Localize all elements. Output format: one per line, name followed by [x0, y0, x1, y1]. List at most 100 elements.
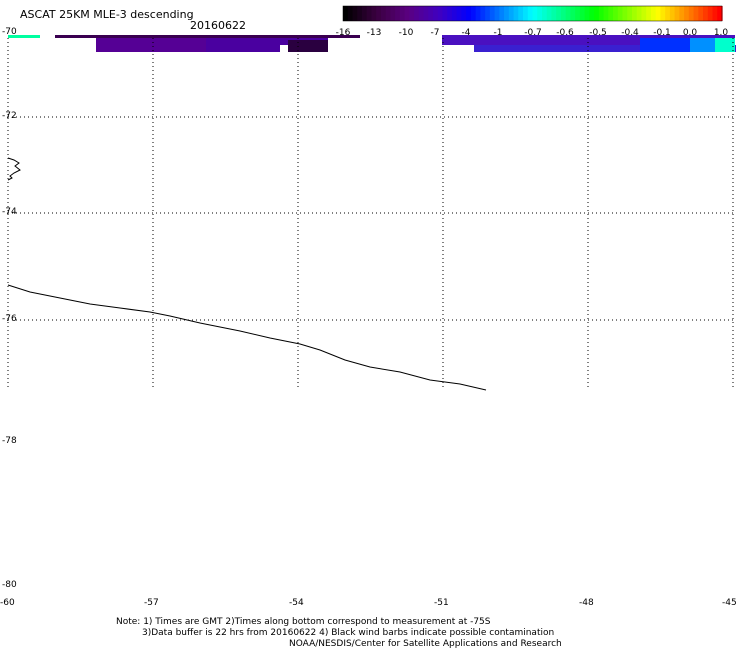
lon-label: -45: [722, 598, 737, 608]
swath-right-lightblue: [690, 38, 715, 52]
colorbar-label: -7: [430, 28, 440, 38]
colorbar-swatch: [352, 6, 358, 21]
colorbar-swatch: [461, 6, 467, 21]
colorbar-swatch: [532, 6, 538, 21]
note-line-1: Note: 1) Times are GMT 2)Times along bot…: [116, 617, 491, 627]
map-date: 20160622: [190, 19, 246, 32]
colorbar-swatch: [357, 6, 363, 21]
colorbar-swatch: [523, 6, 529, 21]
lon-label: -60: [0, 598, 15, 608]
colorbar-swatch: [494, 6, 500, 21]
colorbar-swatch: [589, 6, 595, 21]
colorbar-swatch: [399, 6, 406, 21]
colorbar-swatch: [584, 6, 590, 21]
colorbar-label: -1: [493, 28, 503, 38]
colorbar-swatch: [513, 6, 519, 21]
colorbar-swatch: [541, 6, 548, 21]
colorbar-swatch: [693, 6, 699, 21]
colorbar-border: [342, 5, 723, 22]
colorbar-swatch: [414, 6, 420, 21]
colorbar-label: -4: [461, 28, 471, 38]
colorbar-swatch: [598, 6, 605, 21]
gridlines: [7, 38, 735, 390]
colorbar-swatch: [698, 6, 704, 21]
colorbar-swatch: [361, 6, 368, 21]
swath-right-cyan: [715, 38, 735, 52]
coastline: [7, 157, 487, 391]
ice-shelf-edge: [7, 284, 487, 391]
map-title: ASCAT 25KM MLE-3 descending: [20, 8, 194, 21]
colorbar-label: -13: [366, 28, 382, 38]
colorbar-label: 0.0: [682, 28, 698, 38]
colorbar-swatch: [489, 6, 496, 21]
lat-label: -70: [2, 27, 17, 37]
colorbar-swatch: [560, 6, 567, 21]
swath-dark-patch: [288, 40, 328, 52]
colorbar-swatch: [655, 6, 662, 21]
lat-label: -78: [2, 436, 17, 446]
colorbar-swatch: [579, 6, 586, 21]
colorbar-swatch: [499, 6, 505, 21]
colorbar-swatch: [437, 6, 444, 21]
lat-label: -76: [2, 314, 17, 324]
colorbar-swatch: [518, 6, 524, 21]
swath-right-blue: [640, 38, 690, 52]
colorbar-swatch: [470, 6, 477, 21]
colorbar-swatch: [646, 6, 652, 21]
swath-left-block-shade: [96, 38, 206, 52]
colorbar-swatch: [575, 6, 581, 21]
colorbar-label: -0.5: [589, 28, 607, 38]
colorbar-swatch: [475, 6, 481, 21]
colorbar-swatch: [404, 6, 410, 21]
swath-gap: [280, 45, 288, 52]
note-line-2: 3)Data buffer is 22 hrs from 20160622 4)…: [142, 628, 555, 638]
colorbar-swatch: [684, 6, 690, 21]
colorbar-label: -10: [398, 28, 414, 38]
colorbar-swatch: [594, 6, 600, 21]
colorbar: [342, 5, 723, 22]
swath-right-block-lower: [474, 45, 736, 52]
colorbar-label: -0.1: [653, 28, 671, 38]
colorbar-swatch: [717, 6, 723, 21]
swath-right-block: [442, 35, 735, 45]
colorbar-swatch: [650, 6, 657, 21]
lon-label: -57: [144, 598, 159, 608]
colorbar-swatch: [551, 6, 557, 21]
colorbar-swatch: [636, 6, 643, 21]
lat-label: -72: [2, 111, 17, 121]
colorbar-swatch: [371, 6, 377, 21]
colorbar-swatch: [707, 6, 714, 21]
colorbar-swatch: [451, 6, 458, 21]
colorbar-swatch: [442, 6, 448, 21]
colorbar-swatch: [504, 6, 510, 21]
colorbar-swatch: [428, 6, 434, 21]
colorbar-swatch: [409, 6, 415, 21]
colorbar-swatch: [631, 6, 638, 21]
note-line-3: NOAA/NESDIS/Center for Satellite Applica…: [289, 639, 562, 649]
colorbar-swatch: [423, 6, 429, 21]
colorbar-swatch: [622, 6, 628, 21]
swath-cyan-strip: [8, 35, 40, 38]
colorbar-swatch: [418, 6, 425, 21]
colorbar-swatch: [390, 6, 396, 21]
colorbar-label: -0.7: [524, 28, 542, 38]
colorbar-swatch: [508, 6, 515, 21]
colorbar-swatch: [674, 6, 680, 21]
colorbar-swatch: [703, 6, 709, 21]
colorbar-label: -0.4: [621, 28, 639, 38]
colorbar-swatch: [613, 6, 619, 21]
swath-dark-strip: [55, 35, 360, 38]
lon-label: -51: [434, 598, 449, 608]
colorbar-swatch: [380, 6, 387, 21]
data-swaths: [8, 35, 736, 52]
colorbar-swatch: [433, 6, 439, 21]
lon-label: -54: [289, 598, 304, 608]
colorbar-swatch: [679, 6, 685, 21]
colorbar-swatch: [447, 6, 453, 21]
colorbar-swatch: [527, 6, 534, 21]
colorbar-swatch: [669, 6, 676, 21]
colorbar-swatch: [608, 6, 614, 21]
colorbar-swatch: [480, 6, 486, 21]
